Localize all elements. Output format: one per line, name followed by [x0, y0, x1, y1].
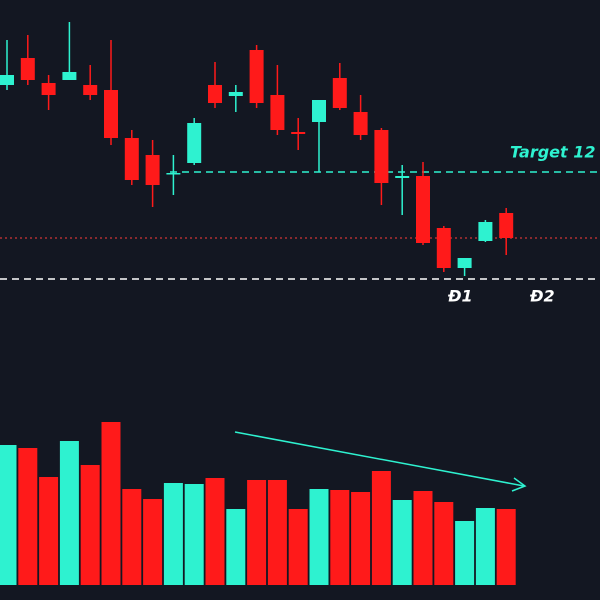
candle-body	[499, 213, 514, 238]
volume-bar	[226, 509, 246, 585]
volume-bar	[80, 465, 100, 585]
candle-body	[249, 50, 264, 103]
level-label: Target 12	[510, 143, 596, 162]
candle-body	[104, 90, 118, 138]
candle-body	[291, 132, 306, 134]
volume-bar	[101, 422, 121, 585]
candle-body	[353, 112, 368, 135]
candle-body	[312, 100, 326, 122]
candle-body	[208, 85, 222, 103]
annotation: Đ1	[447, 287, 473, 306]
volume-bar	[143, 499, 163, 585]
trend-arrow-head	[511, 477, 527, 492]
candle-body	[416, 176, 430, 243]
volume-bar	[496, 509, 516, 585]
trend-arrow	[234, 431, 525, 487]
annotation: Đ2	[529, 287, 555, 306]
candle-body	[332, 78, 347, 108]
candle-body	[124, 138, 139, 180]
volume-bar	[0, 445, 17, 585]
candle-body	[395, 176, 410, 178]
volume-bar	[288, 509, 308, 585]
candle-body	[20, 58, 35, 80]
volume-bar	[351, 492, 371, 585]
candle-body	[436, 228, 451, 268]
volume-bar	[247, 480, 267, 585]
candle-body	[478, 222, 493, 241]
volume-bar	[455, 521, 475, 585]
candle-body	[83, 85, 98, 95]
volume-bar	[39, 477, 59, 585]
volume-bar	[434, 502, 454, 585]
volume-bar	[18, 448, 38, 585]
candle-body	[228, 92, 243, 96]
candle-body	[374, 130, 389, 183]
candle-body	[187, 123, 202, 163]
candle-body	[0, 75, 14, 85]
volume-bar	[184, 484, 204, 585]
volume-bar	[205, 478, 225, 585]
candle-body	[457, 258, 472, 268]
candle-body	[166, 173, 181, 175]
volume-bar	[267, 480, 287, 585]
candle-body	[145, 155, 160, 185]
candle-body	[41, 83, 56, 95]
volume-bar	[163, 483, 183, 585]
candle-body	[62, 72, 77, 80]
volume-bar	[122, 489, 142, 585]
volume-bar	[59, 441, 79, 585]
volume-bar	[330, 490, 350, 585]
volume-bar	[475, 508, 495, 585]
volume-bar	[371, 471, 391, 585]
candle-body	[270, 95, 285, 130]
volume-bar	[413, 491, 433, 585]
volume-bar	[309, 489, 329, 585]
volume-bar	[392, 500, 412, 585]
